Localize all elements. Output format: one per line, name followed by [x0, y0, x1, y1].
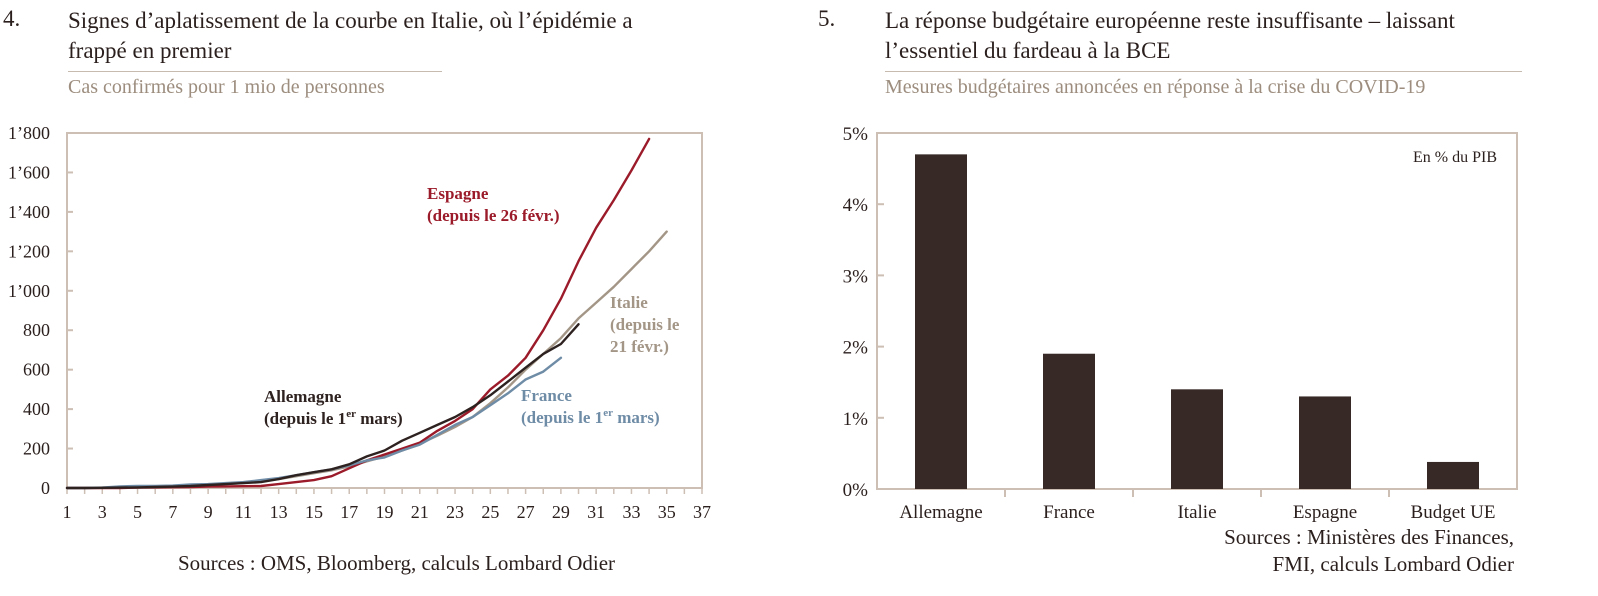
- x-category-label: Allemagne: [899, 502, 982, 523]
- x-category-label: Budget UE: [1411, 502, 1496, 523]
- x-tick-label: 35: [658, 502, 676, 522]
- chart-title-left: Signes d’aplatissement de la courbe en I…: [68, 6, 633, 66]
- x-tick-label: 17: [340, 502, 358, 522]
- svg-text:(depuis le 1er mars): (depuis le 1er mars): [264, 408, 403, 428]
- bar-chart-x-labels: Allemagne France Italie Espagne Budget UE: [899, 502, 1495, 523]
- bar-france: [1043, 353, 1095, 489]
- y-tick-label: 1’800: [8, 123, 50, 143]
- chart-subtitle-right: Mesures budgétaires annoncées en réponse…: [885, 76, 1426, 98]
- x-tick-label: 31: [587, 502, 605, 522]
- bar-annotation: En % du PIB: [1413, 149, 1497, 166]
- chart-subtitle-left: Cas confirmés pour 1 mio de personnes: [68, 76, 385, 98]
- x-tick-label: 25: [481, 502, 499, 522]
- line-chart-series-labels: Espagne (depuis le 26 févr.) Italie (depuis…: [264, 184, 680, 428]
- bar-espagne: [1299, 396, 1351, 489]
- x-tick-label: 7: [168, 502, 177, 522]
- y-tick-label: 4%: [843, 195, 869, 216]
- x-tick-label: 9: [204, 502, 213, 522]
- bar-italie: [1171, 389, 1223, 489]
- x-category-label: Italie: [1177, 502, 1216, 523]
- bar-chart-y-ticks: 0% 1% 2% 3% 4% 5%: [843, 124, 884, 501]
- x-tick-label: 3: [98, 502, 107, 522]
- y-tick-label: 5%: [843, 124, 869, 145]
- y-tick-label: 1’400: [8, 202, 50, 222]
- x-tick-label: 1: [63, 502, 72, 522]
- svg-text:21 févr.): 21 févr.): [610, 337, 669, 356]
- y-tick-label: 200: [23, 439, 50, 459]
- y-tick-label: 1%: [843, 409, 869, 430]
- chart-source-right-line2: FMI, calculs Lombard Odier: [1272, 552, 1514, 576]
- svg-text:Italie: Italie: [610, 293, 648, 312]
- chart-title-left-line1: Signes d’aplatissement de la courbe en I…: [68, 8, 633, 33]
- y-tick-label: 1’200: [8, 241, 50, 261]
- svg-text:(depuis le: (depuis le: [610, 315, 680, 334]
- y-tick-label: 1’600: [8, 162, 50, 182]
- bar-allemagne: [915, 154, 967, 490]
- y-tick-label: 0: [41, 478, 50, 498]
- chart-source-right: Sources : Ministères des Finances, FMI, …: [1166, 524, 1514, 578]
- x-tick-label: 13: [270, 502, 288, 522]
- x-tick-label: 21: [411, 502, 429, 522]
- y-tick-label: 3%: [843, 266, 869, 287]
- y-tick-label: 400: [23, 399, 50, 419]
- svg-text:(depuis le 1er mars): (depuis le 1er mars): [521, 407, 660, 427]
- x-tick-label: 19: [376, 502, 394, 522]
- svg-text:Allemagne: Allemagne: [264, 387, 342, 406]
- series-label-allemagne: Allemagne (depuis le 1er mars): [264, 387, 403, 428]
- line-chart-x-ticks: 1 3 5 7 9 11 13 15 17 19 21 23 25 27 29 31 33 35 37: [63, 488, 711, 522]
- chart-source-left: Sources : OMS, Bloomberg, calculs Lombar…: [178, 551, 616, 575]
- series-line-allemagne: [65, 323, 580, 490]
- chart-number-left: 4.: [3, 6, 21, 31]
- y-tick-label: 800: [23, 320, 50, 340]
- x-category-label: France: [1043, 502, 1095, 523]
- svg-text:(depuis le 26 févr.): (depuis le 26 févr.): [427, 206, 560, 225]
- series-label-italie: Italie (depuis le 21 févr.): [610, 293, 680, 356]
- x-tick-label: 15: [305, 502, 323, 522]
- line-chart-series: [65, 137, 668, 490]
- series-label-espagne: Espagne (depuis le 26 févr.): [427, 184, 560, 225]
- x-tick-label: 27: [517, 502, 535, 522]
- chart-title-right: La réponse budgétaire européenne reste i…: [885, 6, 1455, 66]
- svg-text:France: France: [521, 386, 572, 405]
- bar-budget-ue: [1427, 461, 1479, 489]
- title-rule-right: [885, 71, 1522, 72]
- svg-text:Espagne: Espagne: [427, 184, 489, 203]
- bar-chart-bars: [915, 154, 1479, 497]
- y-tick-label: 600: [23, 360, 50, 380]
- x-tick-label: 29: [552, 502, 570, 522]
- x-tick-label: 37: [693, 502, 711, 522]
- chart-number-right: 5.: [818, 6, 836, 31]
- chart-source-right-line1: Sources : Ministères des Finances,: [1224, 525, 1514, 549]
- x-tick-label: 23: [446, 502, 464, 522]
- x-category-label: Espagne: [1293, 502, 1357, 523]
- series-label-france: France (depuis le 1er mars): [521, 386, 660, 427]
- chart-title-left-line2: frappé en premier: [68, 38, 232, 63]
- chart-title-right-line1: La réponse budgétaire européenne reste i…: [885, 8, 1455, 33]
- y-tick-label: 1’000: [8, 281, 50, 301]
- y-tick-label: 0%: [843, 480, 869, 501]
- x-tick-label: 11: [235, 502, 252, 522]
- chart-title-right-line2: l’essentiel du fardeau à la BCE: [885, 38, 1171, 63]
- y-tick-label: 2%: [843, 338, 869, 359]
- line-chart-y-ticks: 0 200 400 600 800 1’000 1’200 1’400 1’600 1’800: [8, 123, 73, 498]
- x-tick-label: 33: [622, 502, 640, 522]
- title-rule-left: [68, 71, 442, 72]
- x-tick-label: 5: [133, 502, 142, 522]
